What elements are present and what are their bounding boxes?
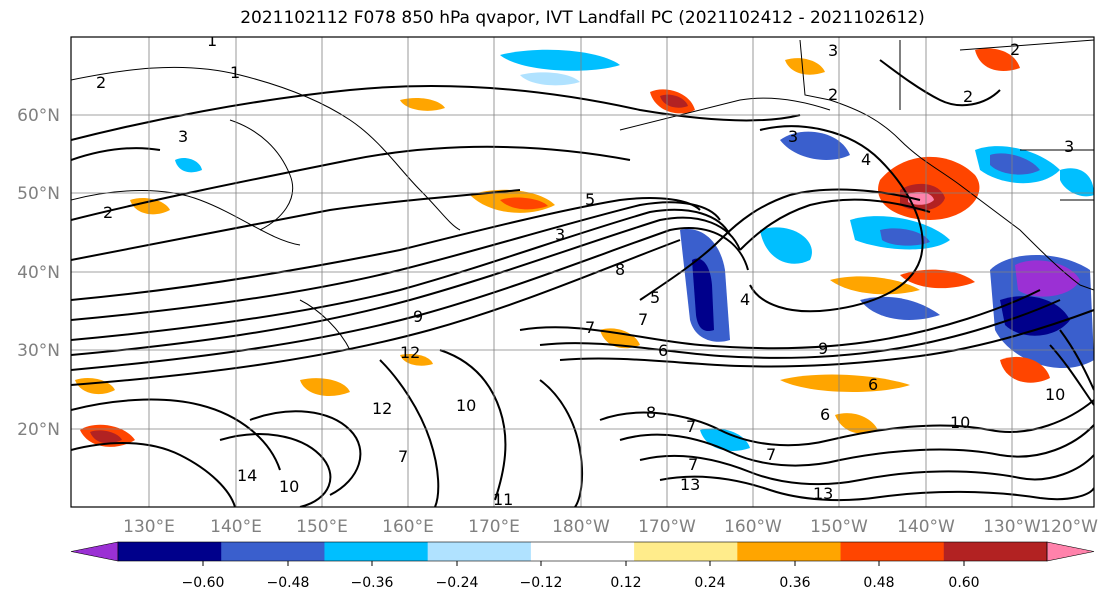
contour-label: 2	[963, 87, 973, 106]
colorbar-tick-label: −0.24	[436, 575, 479, 591]
contour-label: 3	[555, 225, 565, 244]
lat-label-20n: 20°N	[17, 420, 60, 440]
contour-label: 9	[413, 307, 423, 326]
map-frame	[70, 36, 1095, 508]
contour-label: 2	[96, 73, 106, 92]
contour-label: 1	[230, 63, 240, 82]
longitude-labels: 130°E 140°E 150°E 160°E 170°E 180°W 170°…	[123, 517, 1098, 537]
colorbar-segment	[943, 542, 1048, 561]
contour-label: 7	[398, 447, 408, 466]
contour-label: 7	[766, 445, 776, 464]
contour-label: 7	[686, 417, 696, 436]
map-title: 2021102112 F078 850 hPa qvapor, IVT Land…	[240, 8, 925, 28]
contour-label: 8	[646, 403, 656, 422]
colorbar-segment	[530, 542, 635, 561]
lat-label-60n: 60°N	[17, 106, 60, 126]
colorbar-tick-label: −0.48	[267, 575, 310, 591]
colorbar-segment	[840, 542, 945, 561]
contour-label: 10	[950, 413, 970, 432]
colorbar-segment	[324, 542, 429, 561]
colorbar-segment	[737, 542, 842, 561]
contour-label: 5	[650, 288, 660, 307]
colorbar-extend-max	[1046, 541, 1095, 562]
contour-label: 4	[861, 150, 871, 169]
contour-label: 7	[638, 310, 648, 329]
colorbar-segment	[427, 542, 532, 561]
contour-label-group: 1 1 2 2 3 2 3 2 3 4 2 3 3 5 8 4 9 12 7 7…	[96, 31, 1074, 509]
lon-label: 120°W	[1040, 517, 1098, 537]
colorbar-ticks: −0.60 −0.48 −0.36 −0.24 −0.12 0.12 0.24 …	[182, 575, 980, 591]
colorbar-tick-label: 0.12	[610, 575, 641, 591]
contour-label: 4	[740, 290, 750, 309]
contour-label: 1	[207, 31, 217, 50]
contour-label: 6	[820, 405, 830, 424]
lon-label: 130°W	[983, 517, 1041, 537]
colorbar-segment	[118, 542, 222, 561]
lat-label-50n: 50°N	[17, 184, 60, 204]
contour-label: 5	[585, 190, 595, 209]
contour-label: 14	[237, 466, 257, 485]
lon-label: 150°W	[810, 517, 868, 537]
lon-label: 180°W	[552, 517, 610, 537]
colorbar-segment	[221, 542, 325, 561]
colorbar-tick-label: −0.60	[182, 575, 225, 591]
lon-label: 150°E	[296, 517, 348, 537]
contour-label: 3	[788, 127, 798, 146]
lon-label: 170°E	[468, 517, 520, 537]
colorbar-tick-label: 0.48	[863, 575, 894, 591]
contour-label: 2	[103, 203, 113, 222]
contour-label: 7	[585, 318, 595, 337]
contour-label: 12	[400, 343, 420, 362]
colorbar-border	[117, 541, 1048, 562]
contour-label: 3	[178, 127, 188, 146]
colorbar-extend-min	[70, 541, 119, 562]
contour-label: 13	[680, 475, 700, 494]
lon-label: 140°W	[897, 517, 955, 537]
contour-label: 2	[828, 85, 838, 104]
colorbar-tick-label: 0.36	[779, 575, 810, 591]
lon-label: 160°E	[382, 517, 434, 537]
contour-label: 3	[1064, 137, 1074, 156]
lon-label: 160°W	[724, 517, 782, 537]
colorbar	[70, 541, 1095, 566]
colorbar-tick-label: 0.24	[694, 575, 725, 591]
contour-label: 3	[828, 41, 838, 60]
contour-label: 6	[868, 375, 878, 394]
contour-label: 10	[279, 477, 299, 496]
latitude-labels: 60°N 50°N 40°N 30°N 20°N	[17, 106, 60, 440]
lon-label: 130°E	[123, 517, 175, 537]
contour-label: 12	[372, 399, 392, 418]
lat-label-40n: 40°N	[17, 263, 60, 283]
lon-label: 140°E	[210, 517, 262, 537]
contour-label: 10	[1045, 385, 1065, 404]
contour-label: 7	[688, 455, 698, 474]
coastlines	[71, 39, 1094, 351]
contour-label: 8	[615, 260, 625, 279]
ivt-contours	[71, 59, 1094, 507]
colorbar-tick-label: 0.60	[948, 575, 979, 591]
colorbar-segment	[634, 542, 738, 561]
map-content: 1 1 2 2 3 2 3 2 3 4 2 3 3 5 8 4 9 12 7 7…	[71, 31, 1094, 509]
lat-label-30n: 30°N	[17, 341, 60, 361]
colorbar-tick-label: −0.12	[520, 575, 563, 591]
graticule	[71, 37, 1094, 507]
contour-label: 9	[818, 339, 828, 358]
contour-label: 10	[456, 396, 476, 415]
colorbar-tick-label: −0.36	[351, 575, 394, 591]
lon-label: 170°W	[638, 517, 696, 537]
contour-label: 6	[658, 341, 668, 360]
contour-label: 13	[813, 484, 833, 503]
contour-label: 11	[493, 490, 513, 509]
contour-label: 2	[1010, 40, 1020, 59]
